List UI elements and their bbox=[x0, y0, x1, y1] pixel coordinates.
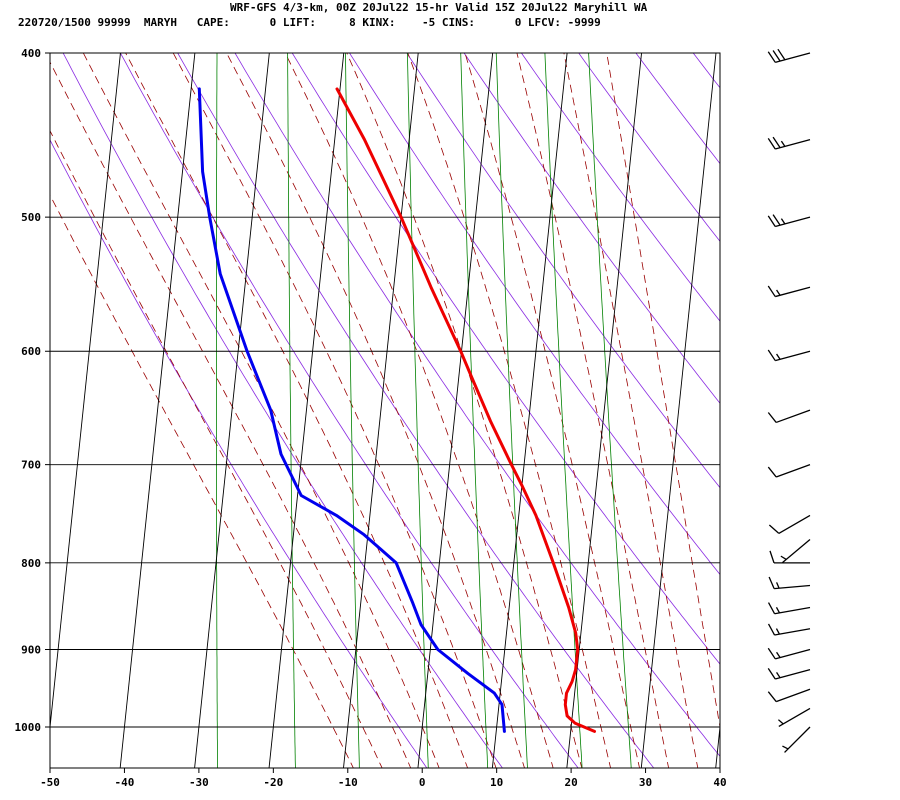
wind-barb bbox=[767, 602, 811, 615]
moist-adiabat bbox=[516, 53, 670, 768]
y-tick-label: 800 bbox=[21, 557, 41, 570]
wind-barb bbox=[767, 136, 811, 150]
wind-barbs bbox=[767, 48, 811, 753]
dry-adiabat bbox=[234, 53, 720, 757]
y-tick-label: 1000 bbox=[15, 721, 42, 734]
dry-adiabat bbox=[635, 53, 720, 165]
dry-adiabat bbox=[520, 53, 720, 322]
isotherm bbox=[790, 34, 867, 769]
mixing-ratio-line bbox=[588, 53, 632, 768]
wind-barb bbox=[780, 539, 811, 564]
y-axis-ticks: 400 500 600 700 800 900 1000 bbox=[15, 47, 50, 734]
moist-adiabat bbox=[563, 53, 699, 768]
dry-adiabat bbox=[291, 53, 720, 665]
dry-adiabat bbox=[850, 34, 900, 770]
moist-adiabat bbox=[50, 194, 354, 768]
sounding-indices: 220720/1500 99999 MARYH CAPE: 0 LIFT: 8 … bbox=[18, 16, 601, 29]
dry-adiabat bbox=[578, 53, 720, 243]
mixing-ratio-line bbox=[495, 53, 528, 768]
x-tick-label: -50 bbox=[40, 776, 60, 789]
temperature-profile bbox=[335, 87, 596, 733]
dry-adiabat bbox=[736, 34, 900, 770]
wind-barb bbox=[767, 647, 811, 660]
plot-frame bbox=[49, 52, 721, 769]
moist-adiabat bbox=[125, 53, 469, 768]
moist-adiabat bbox=[284, 53, 554, 768]
x-tick-label: 10 bbox=[490, 776, 503, 789]
moist-adiabat bbox=[82, 53, 440, 768]
wind-barb bbox=[777, 707, 811, 727]
isotherm bbox=[50, 53, 121, 732]
isotherm bbox=[640, 53, 717, 768]
wind-barb bbox=[767, 409, 811, 424]
grid-lines bbox=[0, 34, 900, 769]
dry-adiabat bbox=[349, 53, 720, 576]
isotherm bbox=[864, 34, 900, 769]
moist-adiabat bbox=[407, 53, 611, 768]
mixing-ratio-line bbox=[544, 53, 583, 768]
mixing-ratio-line bbox=[406, 53, 429, 768]
y-tick-label: 700 bbox=[21, 459, 41, 472]
isotherm bbox=[119, 53, 196, 768]
wind-barb bbox=[768, 514, 811, 534]
moist-adiabat bbox=[346, 53, 583, 768]
isotherm bbox=[0, 34, 48, 769]
isotherm bbox=[343, 53, 419, 768]
isotherm bbox=[715, 722, 720, 768]
mixing-ratio-line bbox=[460, 53, 489, 768]
moist-adiabat bbox=[50, 61, 412, 768]
dry-adiabat bbox=[463, 53, 720, 404]
dry-adiabat bbox=[50, 139, 428, 768]
wind-barb bbox=[767, 464, 811, 478]
isotherm bbox=[268, 53, 345, 768]
y-tick-label: 600 bbox=[21, 345, 41, 358]
wind-barb bbox=[767, 688, 811, 703]
wind-barb bbox=[768, 576, 811, 590]
x-tick-label: -20 bbox=[263, 776, 283, 789]
mixing-ratio-line bbox=[344, 53, 360, 768]
isotherm bbox=[566, 53, 642, 768]
x-axis-ticks: -50 -40 -30 -20 -10 0 10 20 30 40 bbox=[40, 768, 727, 789]
isotherm bbox=[417, 53, 494, 768]
profile-lines bbox=[197, 87, 596, 733]
chart-title: WRF-GFS 4/3-km, 00Z 20Jul22 15-hr Valid … bbox=[230, 1, 648, 14]
moist-adiabat bbox=[172, 53, 497, 768]
dewpoint-profile bbox=[197, 87, 506, 733]
y-tick-label: 500 bbox=[21, 211, 41, 224]
dry-adiabat bbox=[406, 53, 720, 489]
x-tick-label: 40 bbox=[713, 776, 726, 789]
wind-barb bbox=[767, 214, 811, 228]
dry-adiabat bbox=[62, 53, 503, 768]
isotherm bbox=[194, 53, 270, 768]
x-tick-label: -10 bbox=[338, 776, 358, 789]
dry-adiabat bbox=[177, 53, 655, 768]
wind-barb bbox=[767, 48, 811, 63]
x-tick-label: -40 bbox=[115, 776, 135, 789]
x-tick-label: 20 bbox=[564, 776, 577, 789]
x-tick-label: 0 bbox=[419, 776, 426, 789]
isotherm bbox=[491, 53, 568, 768]
x-tick-label: -30 bbox=[189, 776, 209, 789]
y-tick-label: 400 bbox=[21, 47, 41, 60]
moist-adiabat bbox=[464, 53, 640, 768]
dry-adiabat bbox=[793, 34, 900, 770]
wind-barb bbox=[767, 668, 811, 680]
mixing-ratio-line bbox=[287, 53, 296, 768]
wind-barb bbox=[767, 285, 811, 298]
mixing-ratio-line bbox=[215, 53, 218, 768]
moist-adiabat bbox=[606, 53, 720, 730]
dry-adiabat bbox=[119, 53, 579, 768]
wind-barb bbox=[767, 623, 811, 636]
wind-barb bbox=[782, 726, 811, 753]
y-tick-label: 900 bbox=[21, 643, 41, 656]
wind-barb bbox=[767, 349, 811, 362]
moist-adiabat bbox=[50, 129, 383, 768]
x-tick-label: 30 bbox=[639, 776, 652, 789]
moist-adiabat bbox=[226, 53, 525, 768]
background-lines bbox=[50, 34, 900, 770]
wind-barb bbox=[769, 550, 810, 564]
